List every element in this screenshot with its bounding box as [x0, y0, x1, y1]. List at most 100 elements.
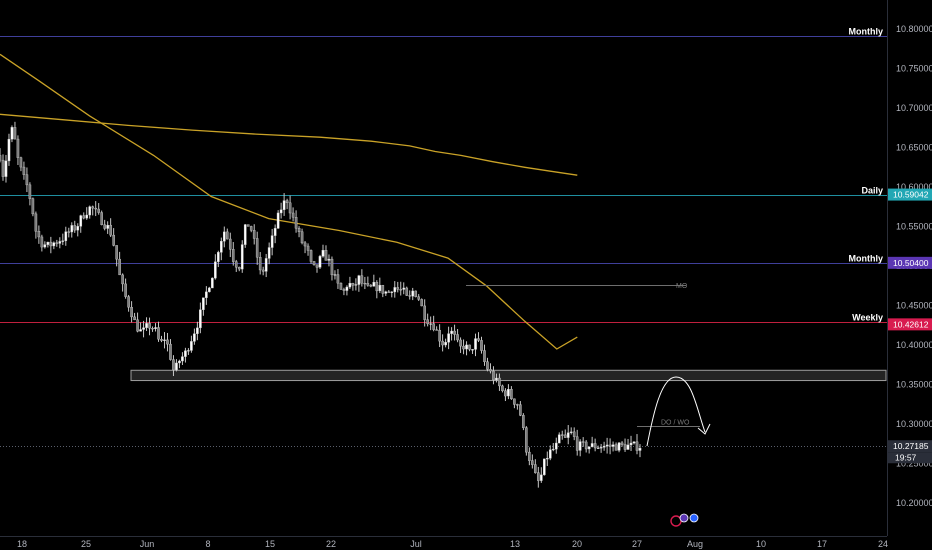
projection-arrow[interactable]: [646, 376, 706, 447]
candle: [602, 441, 606, 451]
candle: [115, 245, 118, 267]
candle: [222, 226, 226, 248]
candle: [596, 445, 600, 449]
candle: [181, 352, 184, 366]
candle: [175, 359, 178, 372]
arrow-head-icon: [697, 423, 711, 435]
candle: [593, 438, 597, 452]
candle: [58, 237, 62, 249]
candle: [354, 278, 358, 291]
time-tick-label: Aug: [687, 539, 703, 549]
candle: [214, 254, 217, 280]
candle: [37, 225, 41, 244]
candle: [312, 261, 316, 266]
candle: [267, 242, 271, 265]
candle: [67, 227, 71, 238]
price-tick-label: 10.40000: [896, 340, 932, 350]
candle: [220, 237, 223, 261]
candle: [501, 384, 504, 393]
candle: [617, 442, 621, 453]
candle: [587, 446, 591, 454]
candle: [342, 287, 346, 296]
candle: [243, 224, 247, 248]
candle: [279, 202, 283, 219]
candle: [225, 228, 229, 240]
candle: [285, 198, 289, 210]
candle: [507, 384, 510, 400]
candle: [109, 218, 112, 238]
candle: [489, 363, 492, 374]
candle: [4, 154, 8, 183]
candle: [450, 327, 453, 341]
candle: [477, 332, 480, 343]
price-tick-label: 10.65000: [896, 143, 932, 153]
candle: [351, 282, 355, 291]
candle: [513, 398, 516, 409]
candle: [34, 211, 38, 239]
candle: [130, 301, 133, 323]
news-event-icon[interactable]: [689, 513, 699, 523]
svg-text:10.50400: 10.50400: [893, 258, 929, 268]
candle: [629, 435, 633, 452]
candle: [435, 326, 438, 331]
candle: [193, 328, 196, 345]
candle: [240, 240, 244, 273]
candle: [184, 347, 187, 363]
price-badge: 10.59042: [888, 188, 932, 201]
candle: [55, 239, 59, 247]
candle: [187, 348, 190, 355]
candle: [291, 207, 295, 222]
time-tick-label: 13: [510, 539, 520, 549]
candle: [537, 466, 540, 488]
candle: [321, 244, 325, 258]
candle: [258, 252, 262, 275]
candlesticks: [0, 121, 642, 488]
candle: [599, 443, 603, 453]
candle: [40, 234, 44, 252]
candle: [495, 373, 498, 383]
candle: [563, 429, 567, 438]
candle: [1, 154, 5, 181]
candle: [157, 321, 160, 342]
candle: [584, 440, 588, 453]
candle: [100, 210, 103, 226]
event-icons[interactable]: [670, 513, 699, 527]
dividend-event-icon[interactable]: [679, 513, 689, 523]
candle: [545, 451, 549, 466]
candle: [638, 444, 642, 458]
level-label-monthly: Monthly: [849, 254, 884, 264]
candle: [16, 135, 20, 165]
candle: [46, 241, 50, 248]
candle: [136, 312, 139, 333]
candle: [366, 276, 370, 287]
candle: [614, 442, 618, 451]
candle: [456, 329, 459, 343]
candle: [528, 447, 531, 466]
candle: [525, 426, 528, 456]
candle: [357, 274, 361, 292]
candle: [566, 425, 570, 445]
candle: [378, 277, 382, 294]
candle: [13, 121, 17, 140]
candle: [282, 193, 286, 216]
candle: [88, 205, 92, 219]
candle: [261, 266, 265, 276]
candle: [390, 291, 394, 298]
candle: [297, 226, 301, 238]
zone-rectangle[interactable]: [130, 369, 887, 382]
candle: [393, 281, 397, 298]
time-tick-label: Jul: [410, 539, 422, 549]
time-tick-label: 20: [572, 539, 582, 549]
time-axis[interactable]: 18 25 Jun 8 15 22 Jul 13 20 27 Aug 10 17 24: [17, 539, 888, 549]
candle: [360, 269, 364, 287]
candle: [531, 454, 534, 469]
candle: [169, 339, 172, 361]
candle: [381, 284, 385, 298]
svg-text:19:57: 19:57: [895, 453, 917, 463]
candle: [620, 441, 624, 447]
price-badges: 10.59042 10.50400 10.42612 10.27185 19:57: [888, 188, 932, 464]
price-tick-label: 10.55000: [896, 222, 932, 232]
candle: [306, 243, 310, 256]
candle: [327, 254, 331, 267]
